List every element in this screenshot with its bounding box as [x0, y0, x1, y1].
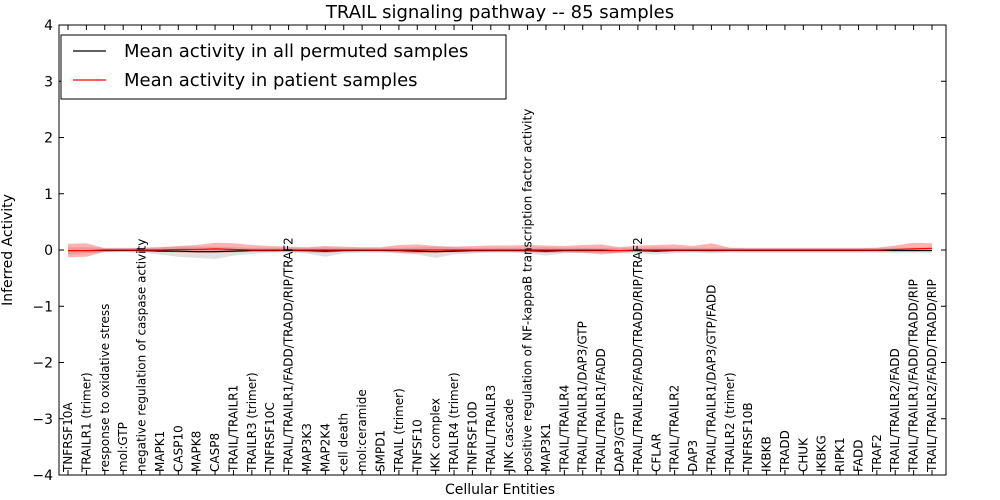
- x-tick-label: RIPK1: [833, 437, 847, 472]
- x-tick-label: TRAIL/TRAILR3: [484, 385, 498, 473]
- x-tick-label: TRAIL/TRAILR1/DAP3/GTP/FADD: [704, 285, 718, 473]
- x-tick-label: MAPK1: [153, 431, 167, 472]
- x-tick-label: TNFRSF10A: [61, 402, 75, 473]
- patient-mean-line: [68, 247, 933, 252]
- y-tick-label: 1: [44, 187, 53, 203]
- x-tick-label: FADD: [851, 440, 865, 473]
- x-tick-label: TRAIL/TRAILR2/FADD/TRADD/RIP: [925, 279, 939, 473]
- x-tick-label: IKBKG: [815, 435, 829, 472]
- x-tick-label: CASP8: [208, 433, 222, 472]
- x-axis-label: Cellular Entities: [445, 482, 555, 498]
- x-tick-label: MAP2K4: [318, 423, 332, 472]
- y-tick-label: −2: [32, 356, 53, 372]
- x-tick-label: MAP3K3: [300, 423, 314, 472]
- x-tick-label: response to oxidative stress: [98, 304, 112, 472]
- x-tick-label: TRAIL/TRAILR2/FADD: [888, 348, 902, 473]
- x-tick-label: TRAIL/TRAILR1: [226, 385, 240, 473]
- y-tick-label: 3: [44, 74, 53, 90]
- x-tick-label: positive regulation of NF-kappaB transcr…: [521, 109, 535, 472]
- x-tick-label: TRAIL/TRAILR1/FADD/TRADD/RIP: [907, 279, 921, 473]
- x-tick-label: TRAIL/TRAILR2: [668, 385, 682, 473]
- y-tick-label: −1: [32, 299, 53, 315]
- x-tick-label: TRAILR3 (trimer): [245, 372, 259, 473]
- y-tick-label: −4: [32, 468, 53, 484]
- x-tick-label: TRAIL/TRAILR1/DAP3/GTP: [576, 321, 590, 473]
- x-tick-label: MAPK8: [190, 431, 204, 472]
- x-tick-label: TNFRSF10D: [465, 401, 479, 473]
- x-axis: TNFRSF10A TRAILR1 (trimer) response to oxi…: [61, 25, 939, 475]
- x-tick-label: negative regulation of caspase activity: [135, 239, 149, 472]
- x-tick-label: TNFRSF10B: [741, 402, 755, 473]
- x-tick-label: cell death: [337, 413, 351, 472]
- x-tick-label: mol:ceramide: [355, 389, 369, 472]
- y-tick-label: 0: [44, 243, 53, 259]
- y-tick-label: −3: [32, 412, 53, 428]
- legend-box: [60, 34, 507, 100]
- x-tick-label: MAP3K1: [539, 423, 553, 472]
- y-axis-label: Inferred Activity: [0, 194, 16, 306]
- x-tick-label: DAP3: [686, 440, 700, 472]
- x-tick-label: SMPD1: [374, 430, 388, 472]
- x-tick-label: CHUK: [796, 437, 810, 472]
- x-tick-label: TRAF2: [870, 434, 884, 473]
- series-lines: [68, 247, 933, 253]
- legend: Mean activity in all permuted samples Me…: [60, 34, 507, 100]
- x-tick-label: CFLAR: [649, 433, 663, 472]
- x-tick-label: TRAIL/TRAILR1/FADD/TRADD/RIP/TRAF2: [282, 237, 296, 473]
- x-tick-label: TRAIL/TRAILR1/FADD: [594, 348, 608, 473]
- x-tick-label: TNFSF10: [410, 419, 424, 473]
- x-tick-label: IKBKB: [760, 436, 774, 472]
- legend-label-permuted: Mean activity in all permuted samples: [124, 41, 468, 62]
- y-axis: 4 3 2 1 0 −1 −2 −3 −4: [32, 18, 946, 484]
- x-tick-label: TNFRSF10C: [263, 402, 277, 473]
- x-tick-label: TRAIL (trimer): [392, 388, 406, 473]
- y-tick-label: 2: [44, 131, 53, 147]
- x-tick-label: CASP10: [171, 425, 185, 472]
- x-tick-label: TRAILR4 (trimer): [447, 372, 461, 473]
- y-tick-label: 4: [44, 18, 53, 34]
- legend-label-patient: Mean activity in patient samples: [124, 70, 418, 91]
- chart-title: TRAIL signaling pathway -- 85 samples: [325, 2, 674, 23]
- x-tick-label: TRAIL/TRAILR2/FADD/TRADD/RIP/TRAF2: [631, 237, 645, 473]
- x-tick-label: TRAILR1 (trimer): [79, 372, 93, 473]
- x-tick-label: TRAILR2 (trimer): [723, 372, 737, 473]
- x-tick-label: DAP3/GTP: [612, 412, 626, 472]
- x-tick-label: TRAIL/TRAILR4: [557, 385, 571, 473]
- x-tick-label: IKK complex: [429, 398, 443, 472]
- x-tick-label: mol:GTP: [116, 422, 130, 472]
- x-tick-label: JNK cascade: [502, 399, 516, 473]
- x-tick-label: TRADD: [778, 430, 792, 473]
